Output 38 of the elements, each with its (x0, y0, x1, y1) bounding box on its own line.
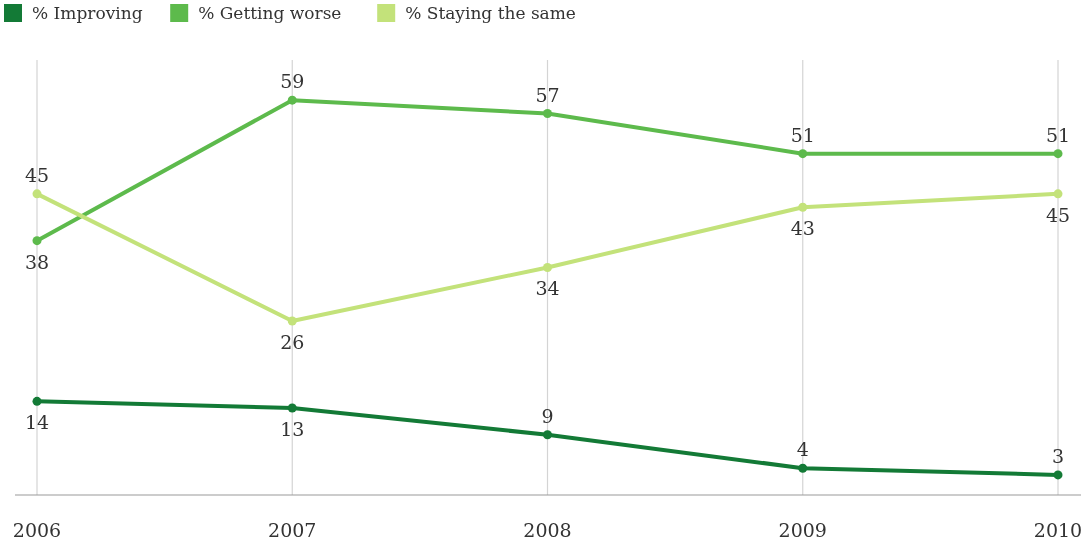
x-tick-label: 2007 (268, 519, 317, 541)
legend-label: % Improving (32, 3, 143, 23)
data-label: 43 (790, 217, 815, 240)
point (32, 189, 42, 199)
data-label: 59 (280, 70, 305, 93)
point (287, 316, 297, 326)
point (1053, 189, 1063, 199)
data-label: 13 (280, 418, 305, 440)
data-label: 38 (24, 250, 50, 273)
point (1053, 470, 1063, 480)
point (32, 236, 42, 246)
data-label: 57 (535, 83, 560, 106)
legend-label: % Staying the same (405, 3, 576, 23)
point (543, 430, 552, 440)
data-label: 14 (24, 411, 50, 434)
data-label: 45 (24, 163, 50, 186)
point (543, 262, 552, 272)
data-label: 4 (796, 438, 809, 461)
point (1053, 149, 1063, 159)
data-label: 51 (1045, 123, 1071, 146)
data-label: 3 (1051, 444, 1065, 467)
data-label: 51 (790, 123, 815, 146)
x-tick-label: 2010 (1033, 519, 1083, 541)
data-label: 26 (280, 331, 305, 353)
point (798, 149, 808, 159)
data-label: 45 (1045, 203, 1071, 226)
data-label: 34 (535, 277, 560, 300)
x-tick-label: 2009 (778, 519, 827, 541)
point (798, 202, 808, 212)
point (287, 403, 297, 413)
point (543, 109, 552, 119)
data-label: 9 (541, 404, 554, 427)
point (32, 396, 42, 406)
point (287, 95, 297, 105)
x-tick-label: 2008 (523, 519, 572, 541)
legend-label: % Getting worse (198, 3, 342, 23)
point (798, 463, 808, 473)
x-tick-label: 2006 (12, 519, 62, 541)
